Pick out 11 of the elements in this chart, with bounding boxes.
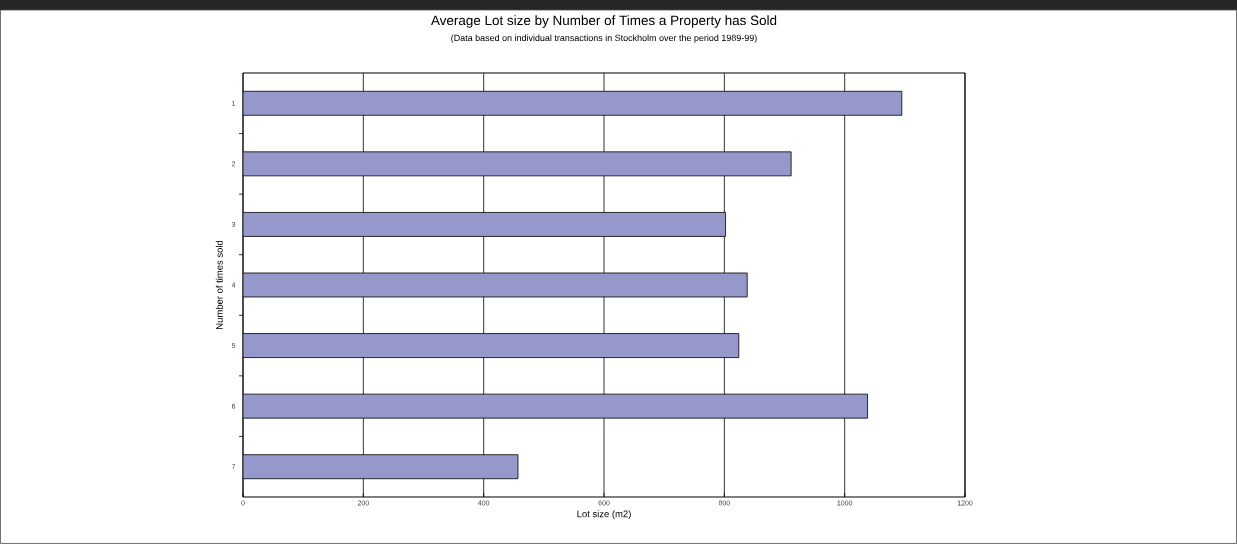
bar bbox=[243, 454, 519, 480]
bar bbox=[243, 212, 726, 237]
y-axis-title: Number of times sold bbox=[215, 240, 223, 329]
chart-subtitle: (Data based on individual transactions in Stockholm over the period 1989-99) bbox=[451, 34, 757, 43]
bar bbox=[243, 272, 748, 298]
bar bbox=[243, 151, 792, 177]
bar bbox=[243, 90, 903, 116]
bar bbox=[243, 333, 740, 358]
chart-title: Average Lot size by Number of Times a Property has Sold bbox=[430, 15, 777, 28]
x-axis-title: Lot size (m2) bbox=[577, 510, 631, 520]
bar bbox=[243, 393, 868, 419]
